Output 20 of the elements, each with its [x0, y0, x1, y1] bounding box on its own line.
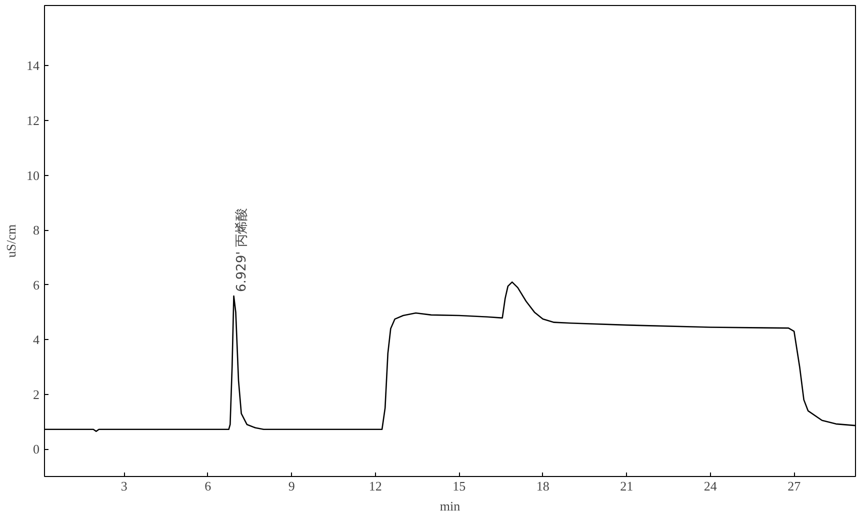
x-tick-label: 21	[620, 478, 634, 494]
y-tick-label: 6	[33, 277, 40, 292]
y-tick-label: 14	[26, 58, 40, 74]
x-tick-label: 24	[704, 478, 718, 494]
x-tick-label: 6	[204, 478, 212, 494]
y-tick-label: 2	[33, 386, 40, 402]
y-axis-title: uS/cm	[4, 224, 18, 258]
x-tick-label: 3	[120, 478, 128, 494]
y-tick-label: 10	[26, 168, 40, 183]
x-tick-label: 15	[452, 478, 466, 494]
y-tick-label: 12	[26, 113, 40, 128]
x-tick-label: 18	[536, 478, 550, 494]
x-tick-label: 12	[368, 478, 382, 494]
y-tick-label: 0	[33, 442, 40, 457]
x-tick-label: 9	[288, 478, 295, 494]
x-tick-label: 27	[788, 478, 802, 494]
annotation: 6.929' 丙烯酸	[234, 208, 250, 292]
y-tick-label: 8	[33, 222, 40, 238]
x-axis-title: min	[440, 498, 461, 514]
y-tick-label: 4	[33, 332, 40, 348]
